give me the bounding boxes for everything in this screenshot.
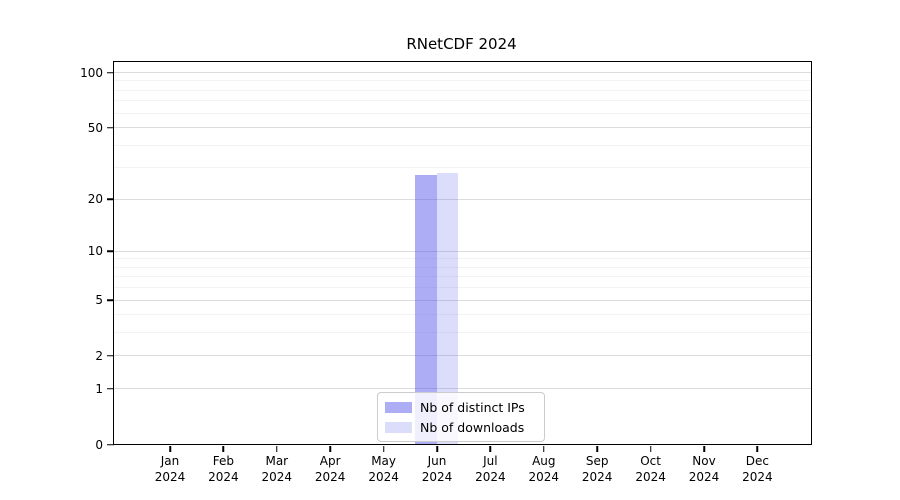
y-tick-label: 1 [95, 381, 103, 396]
plot-area [113, 61, 812, 445]
x-tick [222, 446, 225, 452]
x-tick-label: Dec 2024 [742, 454, 773, 484]
minor-gridline [114, 266, 811, 268]
y-tick [107, 126, 114, 129]
x-tick [756, 446, 759, 452]
x-tick-label: Jan 2024 [154, 454, 186, 484]
x-tick [276, 446, 278, 452]
x-tick-label: Aug 2024 [528, 454, 560, 484]
minor-gridline [114, 80, 811, 82]
x-tick [436, 446, 438, 452]
y-tick-label: 100 [80, 65, 103, 80]
x-tick-label: Jul 2024 [475, 454, 506, 484]
legend-item-downloads: Nb of downloads [385, 418, 536, 436]
bar-distinct-ips [415, 175, 437, 444]
x-tick [169, 446, 171, 452]
x-tick [382, 446, 385, 452]
minor-gridline [114, 112, 811, 114]
x-tick-label: Sep 2024 [581, 454, 613, 484]
y-tick-label: 0 [95, 437, 103, 452]
x-tick [596, 446, 598, 452]
major-gridline [114, 355, 811, 357]
x-tick-label: Feb 2024 [208, 454, 239, 484]
y-tick [107, 71, 114, 74]
minor-gridline [114, 89, 811, 91]
x-tick-label: Apr 2024 [314, 454, 346, 484]
legend-swatch-downloads-icon [385, 421, 412, 433]
y-tick [107, 198, 114, 200]
major-gridline [114, 198, 811, 200]
y-tick [107, 299, 114, 301]
minor-gridline [114, 276, 811, 278]
bar-downloads [436, 172, 458, 444]
legend-item-distinct-ips: Nb of distinct IPs [385, 398, 536, 416]
major-gridline [114, 127, 811, 129]
y-tick [107, 387, 114, 390]
x-tick-label: May 2024 [368, 454, 399, 484]
x-tick [329, 446, 331, 452]
major-gridline [114, 72, 811, 73]
y-tick-label: 2 [95, 348, 103, 363]
y-tick-label: 10 [87, 244, 103, 259]
major-gridline [114, 250, 811, 252]
x-tick-label: Mar 2024 [261, 454, 293, 484]
legend-label-downloads: Nb of downloads [420, 419, 525, 435]
y-tick-label: 50 [87, 120, 103, 135]
minor-gridline [114, 332, 811, 334]
minor-gridline [114, 167, 811, 169]
x-tick-label: Jun 2024 [421, 454, 453, 484]
legend: Nb of distinct IPs Nb of downloads [377, 392, 545, 442]
legend-swatch-distinct-ips-icon [385, 401, 412, 413]
y-tick [107, 250, 114, 252]
x-tick-label: Nov 2024 [688, 454, 720, 484]
y-tick [107, 443, 114, 446]
minor-gridline [114, 144, 811, 146]
y-tick [107, 355, 114, 357]
minor-gridline [114, 314, 811, 316]
minor-gridline [114, 258, 811, 260]
x-tick [489, 446, 492, 452]
legend-label-distinct-ips: Nb of distinct IPs [420, 399, 525, 415]
minor-gridline [114, 100, 811, 102]
x-tick [543, 446, 545, 452]
major-gridline [114, 299, 811, 301]
x-tick [649, 446, 652, 452]
chart-title: RNetCDF 2024 [406, 35, 517, 53]
y-tick-label: 20 [87, 192, 103, 207]
minor-gridline [114, 287, 811, 289]
y-tick-label: 5 [95, 293, 103, 308]
x-tick [703, 446, 705, 452]
x-tick-label: Oct 2024 [635, 454, 666, 484]
major-gridline [114, 388, 811, 390]
